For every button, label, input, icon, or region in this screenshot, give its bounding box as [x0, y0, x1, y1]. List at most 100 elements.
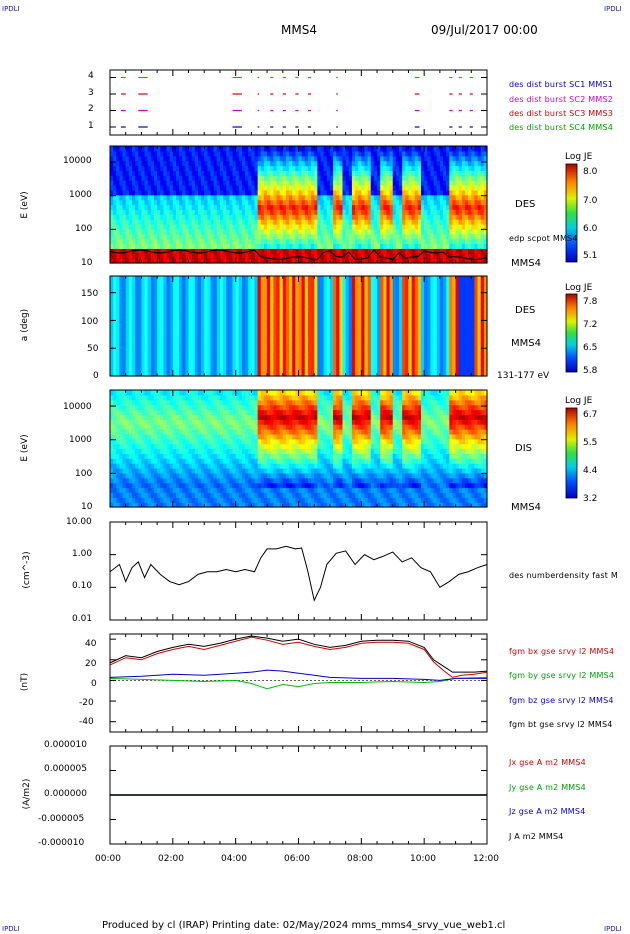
des-pitch-cell: [427, 370, 432, 377]
des-pitch-cell: [329, 370, 334, 377]
des-pitch-cell: [163, 314, 168, 322]
des-energy-cell: [207, 155, 212, 162]
des-pitch-cell: [204, 303, 208, 310]
des-pitch-cell: [144, 320, 149, 327]
des-pitch-cell: [135, 292, 139, 299]
des-pitch-cell: [207, 342, 212, 349]
des-energy-cell: [282, 155, 287, 162]
des-energy-cell: [270, 224, 274, 230]
des-energy-cell: [260, 165, 265, 171]
des-pitch-cell: [119, 320, 124, 327]
des-energy-cell: [455, 258, 460, 264]
des-pitch-cell: [285, 281, 290, 288]
des-pitch-cell: [320, 326, 325, 333]
des-pitch-cell: [179, 337, 183, 344]
des-pitch-cell: [251, 314, 256, 322]
des-pitch-cell: [323, 276, 328, 283]
des-pitch-cell: [336, 303, 340, 310]
des-energy-cell: [446, 185, 450, 191]
des-energy-cell: [191, 180, 196, 186]
des-pitch-cell: [307, 309, 312, 316]
des-energy-cell: [185, 170, 190, 176]
des-energy-cell: [125, 253, 130, 259]
des-energy-cell: [355, 189, 359, 196]
des-energy-cell: [241, 228, 246, 235]
des-energy-cell: [232, 214, 237, 220]
des-energy-cell: [336, 170, 340, 176]
des-energy-cell: [458, 199, 463, 206]
des-pitch-cell: [204, 353, 208, 360]
des-energy-cell: [179, 199, 183, 206]
des-energy-cell: [110, 199, 114, 206]
des-pitch-cell: [430, 303, 435, 310]
des-energy-cell: [474, 258, 479, 264]
des-energy-cell: [361, 160, 366, 167]
des-energy-cell: [119, 248, 124, 254]
des-pitch-cell: [232, 281, 237, 288]
des-pitch-cell: [411, 364, 416, 372]
des-pitch-cell: [339, 292, 344, 299]
des-pitch-cell: [138, 314, 143, 322]
des-energy-cell: [458, 180, 463, 186]
des-energy-cell: [179, 185, 183, 191]
des-energy-cell: [433, 258, 438, 264]
des-pitch-cell: [157, 314, 161, 322]
des-energy-cell: [210, 170, 215, 176]
des-pitch-cell: [182, 287, 186, 294]
des-energy-cell: [408, 248, 413, 254]
des-pitch-cell: [163, 331, 168, 338]
des-energy-cell: [417, 204, 422, 210]
des-energy-cell: [285, 258, 290, 264]
des-pitch-cell: [386, 281, 391, 288]
des-pitch-cell: [402, 281, 406, 288]
des-energy-cell: [210, 228, 215, 235]
des-pitch-cell: [383, 326, 388, 333]
des-energy-cell: [122, 238, 127, 245]
des-energy-cell: [408, 194, 413, 201]
des-energy-cell: [449, 199, 454, 206]
des-energy-cell: [301, 243, 306, 249]
des-pitch-cell: [276, 348, 281, 355]
des-energy-cell: [395, 175, 400, 181]
des-energy-cell: [421, 204, 425, 210]
des-energy-cell: [175, 243, 180, 249]
des-energy-cell: [223, 175, 227, 181]
des-pitch-cell: [301, 292, 306, 299]
des-pitch-cell: [433, 348, 438, 355]
des-energy-cell: [452, 248, 457, 254]
des-pitch-cell: [207, 370, 212, 377]
des-energy-cell: [191, 189, 196, 196]
des-pitch-cell: [468, 342, 472, 349]
des-pitch-cell: [245, 303, 249, 310]
des-energy-cell: [307, 170, 312, 176]
des-pitch-cell: [377, 320, 381, 327]
des-pitch-cell: [295, 331, 300, 338]
des-energy-cell: [172, 160, 177, 167]
des-pitch-cell: [188, 303, 193, 310]
des-energy-cell: [172, 204, 177, 210]
des-pitch-cell: [468, 276, 472, 283]
des-energy-cell: [204, 243, 208, 249]
des-pitch-cell: [166, 359, 171, 366]
des-energy-cell: [157, 189, 161, 196]
des-energy-cell: [289, 189, 293, 196]
des-energy-cell: [141, 238, 146, 245]
des-energy-cell: [213, 243, 218, 249]
des-energy-cell: [169, 146, 174, 152]
des-pitch-cell: [276, 342, 281, 349]
des-energy-cell: [430, 160, 435, 167]
des-energy-cell: [110, 224, 114, 230]
des-pitch-cell: [307, 303, 312, 310]
des-pitch-cell: [424, 314, 428, 322]
des-energy-cell: [439, 175, 444, 181]
des-energy-cell: [175, 209, 180, 215]
des-pitch-cell: [449, 370, 454, 377]
des-pitch-cell: [411, 331, 416, 338]
des-energy-cell: [436, 209, 441, 215]
des-energy-cell: [135, 155, 139, 162]
des-energy-cell: [323, 155, 328, 162]
des-pitch-cell: [386, 337, 391, 344]
des-energy-cell: [342, 189, 347, 196]
des-energy-cell: [339, 194, 344, 201]
des-pitch-cell: [380, 292, 384, 299]
